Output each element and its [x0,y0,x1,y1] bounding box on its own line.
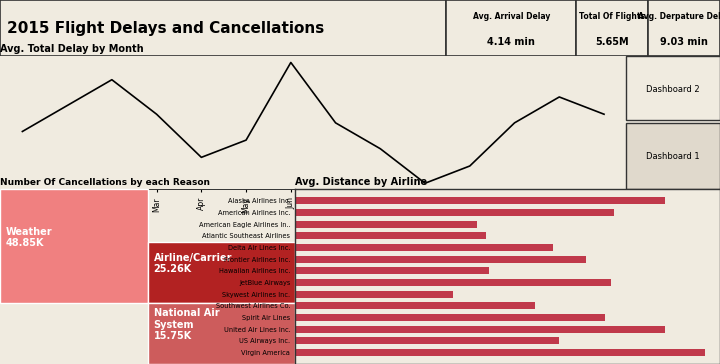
Bar [295,244,553,251]
FancyBboxPatch shape [148,303,295,364]
Text: Weather
48.85K: Weather 48.85K [6,226,53,248]
Bar [295,291,453,298]
Bar [295,267,490,274]
FancyBboxPatch shape [648,0,720,56]
Bar [295,326,665,333]
Text: Avg. Distance by Airline: Avg. Distance by Airline [295,177,428,187]
FancyBboxPatch shape [626,56,720,120]
Bar [295,256,587,262]
Bar [295,337,559,344]
FancyBboxPatch shape [0,189,148,303]
Text: Avg. Derpature Delay: Avg. Derpature Delay [638,12,720,21]
FancyBboxPatch shape [148,242,295,303]
Text: Dashboard 2: Dashboard 2 [647,85,700,94]
Bar [295,221,477,228]
FancyBboxPatch shape [626,123,720,189]
Bar [295,209,613,216]
Text: 9.03 min: 9.03 min [660,37,708,47]
Text: National Air
System
15.75K: National Air System 15.75K [153,308,219,341]
Bar [295,197,665,204]
FancyBboxPatch shape [0,0,446,56]
Text: 4.14 min: 4.14 min [487,37,535,47]
Text: Dashboard 1: Dashboard 1 [647,151,700,161]
Text: 2015 Flight Delays and Cancellations: 2015 Flight Delays and Cancellations [7,21,325,36]
FancyBboxPatch shape [446,0,576,56]
Bar [295,314,605,321]
Text: 5.65M: 5.65M [595,37,629,47]
Text: Avg. Arrival Delay: Avg. Arrival Delay [472,12,550,21]
Text: Number Of Cancellations by each Reason: Number Of Cancellations by each Reason [0,178,210,187]
Text: Total Of Flights: Total Of Flights [579,12,645,21]
Text: Airline/Carrier
25.26K: Airline/Carrier 25.26K [153,253,232,274]
Bar [295,349,705,356]
FancyBboxPatch shape [576,0,648,56]
Bar [295,279,611,286]
Bar [295,302,535,309]
Text: Avg. Total Delay by Month: Avg. Total Delay by Month [0,44,143,54]
Bar [295,232,487,239]
